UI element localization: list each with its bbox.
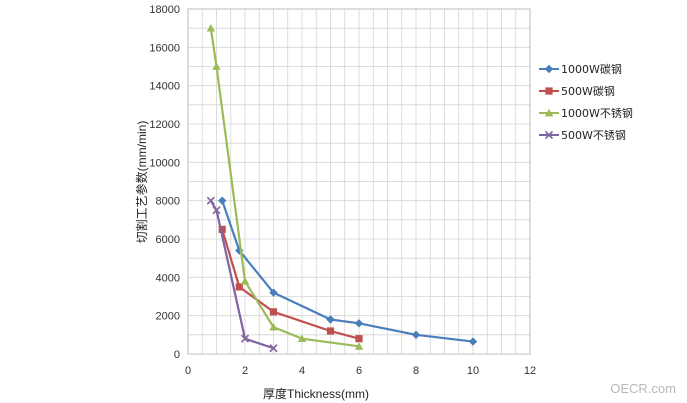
data-point [269,308,278,316]
x-tick-label: 2 [242,365,248,377]
data-point [212,62,221,70]
x-tick-label: 6 [356,365,362,377]
data-point [269,288,278,297]
axes: 0 2 4 6 8 10 12 0 2000 4000 6000 8000 10000 12000 1400… [149,4,536,377]
data-point [544,108,554,117]
legend-label: 500W碳钢 [561,84,615,98]
y-tick-label: 8000 [156,196,180,208]
plot-series [206,23,478,353]
x-axis-title: 厚度Thickness(mm) [263,386,369,401]
data-point [218,196,227,205]
series-group [206,23,364,350]
data-point [326,315,335,324]
x-tick-label: 4 [299,365,305,377]
data-point [206,196,215,205]
grid [187,8,531,355]
data-point [355,335,363,343]
x-tick-label: 12 [524,365,536,377]
x-tick-label: 8 [413,365,419,377]
series-line [209,28,360,348]
data-point [544,130,554,140]
legend-entry: 500W碳钢 [539,84,615,98]
series-group [218,225,363,343]
data-point [544,64,554,74]
data-point [240,334,250,343]
data-point [212,206,221,215]
y-axis-title: 切割工艺参数(mm/min) [134,121,149,244]
data-point [269,322,278,331]
legend-label: 1000W不锈钢 [561,107,633,120]
y-tick-label: 10000 [149,157,180,169]
data-point [468,337,478,346]
legend-label: 1000W碳钢 [561,62,622,76]
data-point [218,225,226,234]
y-tick-label: 12000 [149,119,180,131]
series-line [209,200,274,350]
y-tick-label: 2000 [156,311,180,323]
y-tick-label: 16000 [149,42,180,54]
data-point [206,23,215,32]
series-group [206,196,278,353]
data-point [269,344,278,353]
legend-entry: 500W不锈钢 [539,129,626,142]
data-point [326,327,335,335]
y-tick-label: 6000 [156,234,180,246]
data-point [354,319,364,328]
data-point [240,276,250,285]
legend-entry: 1000W不锈钢 [539,107,633,120]
data-point [411,330,421,340]
series-line [221,200,474,343]
data-point [545,87,553,95]
data-point [235,283,243,291]
x-tick-label: 0 [185,365,191,377]
y-tick-label: 18000 [149,4,180,16]
data-point [297,334,307,343]
y-tick-label: 14000 [149,81,180,93]
watermark-text: OECR.com [610,381,676,396]
x-tick-label: 10 [467,365,479,377]
plot-frame [187,8,531,355]
y-tick-label: 0 [174,349,180,361]
series-group [218,196,478,346]
y-tick-label: 4000 [156,272,180,284]
data-point [354,342,364,350]
legend-label: 500W不锈钢 [561,129,626,142]
legend: 1000W碳钢 500W碳钢 1000W不锈钢 500W不锈钢 [539,62,633,142]
legend-entry: 1000W碳钢 [539,62,622,76]
